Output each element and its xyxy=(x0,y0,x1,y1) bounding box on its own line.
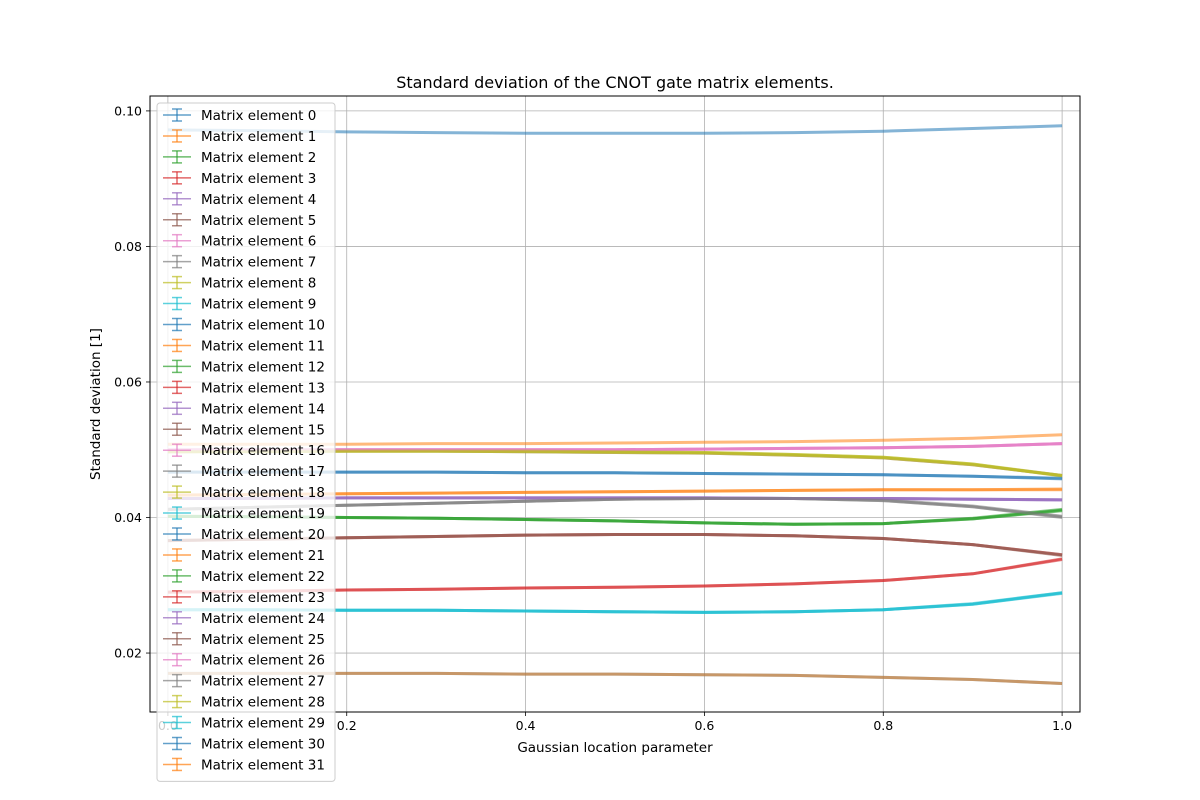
legend-entry: Matrix element 7 xyxy=(163,255,316,271)
legend-label: Matrix element 1 xyxy=(201,129,316,145)
legend-label: Matrix element 20 xyxy=(201,527,325,543)
legend-entry: Matrix element 12 xyxy=(163,359,325,375)
legend-box xyxy=(156,102,336,782)
legend-entry: Matrix element 24 xyxy=(163,611,325,627)
x-tick-label: 0.6 xyxy=(694,718,714,733)
plot-area xyxy=(149,95,1081,713)
legend-entry: Matrix element 13 xyxy=(163,380,325,396)
legend-label: Matrix element 13 xyxy=(201,380,325,396)
legend-entry: Matrix element 19 xyxy=(163,506,325,522)
series-lines xyxy=(167,124,1063,685)
legend-label: Matrix element 5 xyxy=(201,213,316,229)
legend: Matrix element 0 Matrix element 1 Matrix e… xyxy=(156,102,336,782)
legend-label: Matrix element 18 xyxy=(201,485,325,501)
legend-label: Matrix element 21 xyxy=(201,548,325,564)
chart-title: Standard deviation of the CNOT gate matr… xyxy=(396,73,834,92)
legend-entry: Matrix element 16 xyxy=(163,443,325,459)
legend-label: Matrix element 10 xyxy=(201,318,325,334)
legend-label: Matrix element 8 xyxy=(201,276,316,292)
legend-entry: Matrix element 11 xyxy=(163,338,325,354)
legend-label: Matrix element 19 xyxy=(201,506,325,522)
legend-label: Matrix element 15 xyxy=(201,422,325,438)
legend-entry: Matrix element 3 xyxy=(163,171,316,187)
y-tick-label: 0.08 xyxy=(114,239,142,254)
legend-entry: Matrix element 5 xyxy=(163,213,316,229)
legend-label: Matrix element 23 xyxy=(201,590,325,606)
legend-entry: Matrix element 4 xyxy=(163,192,316,208)
legend-entry: Matrix element 21 xyxy=(163,548,325,564)
legend-label: Matrix element 2 xyxy=(201,150,316,166)
legend-entry: Matrix element 9 xyxy=(163,297,316,313)
legend-entry: Matrix element 20 xyxy=(163,527,325,543)
legend-label: Matrix element 12 xyxy=(201,359,325,375)
plot-frame xyxy=(149,95,1081,713)
legend-label: Matrix element 4 xyxy=(201,192,316,208)
legend-label: Matrix element 27 xyxy=(201,674,325,690)
legend-label: Matrix element 14 xyxy=(201,401,325,417)
x-tick-label: 0.8 xyxy=(873,718,893,733)
legend-entry: Matrix element 30 xyxy=(163,737,325,753)
legend-label: Matrix element 6 xyxy=(201,234,316,250)
legend-entry: Matrix element 10 xyxy=(163,318,325,334)
legend-label: Matrix element 17 xyxy=(201,464,325,480)
legend-label: Matrix element 25 xyxy=(201,632,325,648)
legend-entry: Matrix element 6 xyxy=(163,234,316,250)
y-tick-label: 0.10 xyxy=(114,103,142,118)
legend-entry: Matrix element 25 xyxy=(163,632,325,648)
x-axis-label: Gaussian location parameter xyxy=(517,740,713,756)
legend-label: Matrix element 24 xyxy=(201,611,325,627)
x-tick-label: 1.0 xyxy=(1052,718,1072,733)
legend-entry: Matrix element 23 xyxy=(163,590,325,606)
y-tick-label: 0.02 xyxy=(114,646,142,661)
legend-label: Matrix element 11 xyxy=(201,338,325,354)
legend-label: Matrix element 7 xyxy=(201,255,316,271)
legend-entry: Matrix element 27 xyxy=(163,674,325,690)
legend-entry: Matrix element 26 xyxy=(163,653,325,669)
legend-label: Matrix element 16 xyxy=(201,443,325,459)
legend-entry: Matrix element 22 xyxy=(163,569,325,585)
y-tick-label: 0.04 xyxy=(114,510,142,525)
legend-label: Matrix element 31 xyxy=(201,757,325,773)
legend-entry: Matrix element 29 xyxy=(163,716,325,732)
legend-entry: Matrix element 14 xyxy=(163,401,325,417)
legend-entry: Matrix element 2 xyxy=(163,150,316,166)
legend-entry: Matrix element 17 xyxy=(163,464,325,480)
y-tick-label: 0.06 xyxy=(114,374,142,389)
legend-label: Matrix element 9 xyxy=(201,297,316,313)
legend-entry: Matrix element 28 xyxy=(163,695,325,711)
legend-entry: Matrix element 31 xyxy=(163,757,325,773)
legend-label: Matrix element 30 xyxy=(201,737,325,753)
legend-label: Matrix element 26 xyxy=(201,653,325,669)
x-tick-label: 0.2 xyxy=(337,718,357,733)
legend-label: Matrix element 28 xyxy=(201,695,325,711)
legend-label: Matrix element 0 xyxy=(201,108,316,124)
legend-entry: Matrix element 18 xyxy=(163,485,325,501)
legend-label: Matrix element 29 xyxy=(201,716,325,732)
legend-entry: Matrix element 0 xyxy=(163,108,316,124)
legend-entry: Matrix element 1 xyxy=(163,129,316,145)
legend-entry: Matrix element 8 xyxy=(163,276,316,292)
y-axis-label: Standard deviation [1] xyxy=(88,328,104,480)
legend-label: Matrix element 22 xyxy=(201,569,325,585)
legend-label: Matrix element 3 xyxy=(201,171,316,187)
legend-entry: Matrix element 15 xyxy=(163,422,325,438)
x-tick-label: 0.4 xyxy=(516,718,536,733)
